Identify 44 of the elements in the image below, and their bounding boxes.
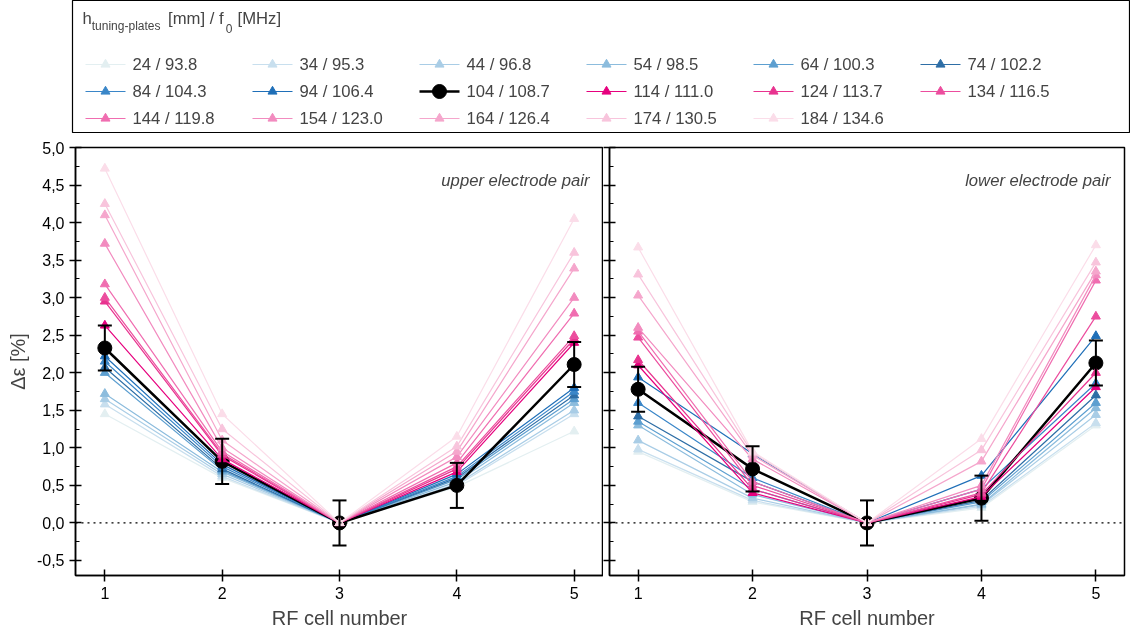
legend-label: 184 / 134.6	[800, 109, 884, 128]
x-axis-title: RF cell number	[271, 606, 408, 629]
legend-label: 124 / 113.7	[800, 82, 883, 101]
legend-label: 94 / 106.4	[299, 82, 374, 101]
legend-label: 44 / 96.8	[466, 55, 532, 74]
legend-label: 24 / 93.8	[132, 55, 198, 74]
y-tick-label: 1,0	[42, 439, 65, 457]
x-tick-label: 1	[100, 584, 110, 602]
y-tick-label: 2,0	[42, 364, 65, 382]
legend-label: 134 / 116.5	[967, 82, 1050, 101]
annotation: upper electrode pair	[441, 170, 591, 190]
y-tick-label: 5,0	[42, 139, 65, 157]
legend-label: 174 / 130.5	[633, 109, 717, 128]
y-tick-label: -0,5	[36, 552, 65, 570]
y-tick-label: 4,5	[42, 177, 65, 195]
x-tick-label: 1	[633, 584, 643, 602]
x-tick-label: 2	[748, 584, 758, 602]
y-tick-label: 4,0	[42, 214, 65, 232]
x-tick-label: 5	[1091, 584, 1101, 602]
legend-label: 64 / 100.3	[800, 55, 875, 74]
legend-label: 154 / 123.0	[299, 109, 383, 128]
x-tick-label: 3	[335, 584, 345, 602]
y-tick-label: 0,0	[42, 514, 65, 532]
x-tick-label: 5	[569, 584, 579, 602]
x-tick-label: 2	[217, 584, 227, 602]
y-tick-label: 3,5	[42, 252, 65, 270]
legend-label: 54 / 98.5	[633, 55, 699, 74]
annotation: lower electrode pair	[965, 170, 1112, 190]
y-tick-label: 0,5	[42, 477, 65, 495]
legend-label: 114 / 111.0	[633, 82, 714, 101]
x-tick-label: 4	[977, 584, 986, 602]
y-tick-label: 1,5	[42, 402, 65, 420]
legend-label: 74 / 102.2	[967, 55, 1042, 74]
y-axis-title: Δε [%]	[6, 333, 29, 390]
x-tick-label: 4	[452, 584, 462, 602]
legend-label: 104 / 108.7	[466, 82, 550, 101]
legend-label: 34 / 95.3	[299, 55, 365, 74]
x-axis-title: RF cell number	[799, 606, 936, 629]
x-tick-label: 3	[862, 584, 872, 602]
legend-label: 84 / 104.3	[132, 82, 207, 101]
y-tick-label: 2,5	[42, 327, 65, 345]
y-tick-label: 3,0	[42, 289, 65, 307]
legend-label: 164 / 126.4	[466, 109, 550, 128]
legend-label: 144 / 119.8	[132, 109, 215, 128]
